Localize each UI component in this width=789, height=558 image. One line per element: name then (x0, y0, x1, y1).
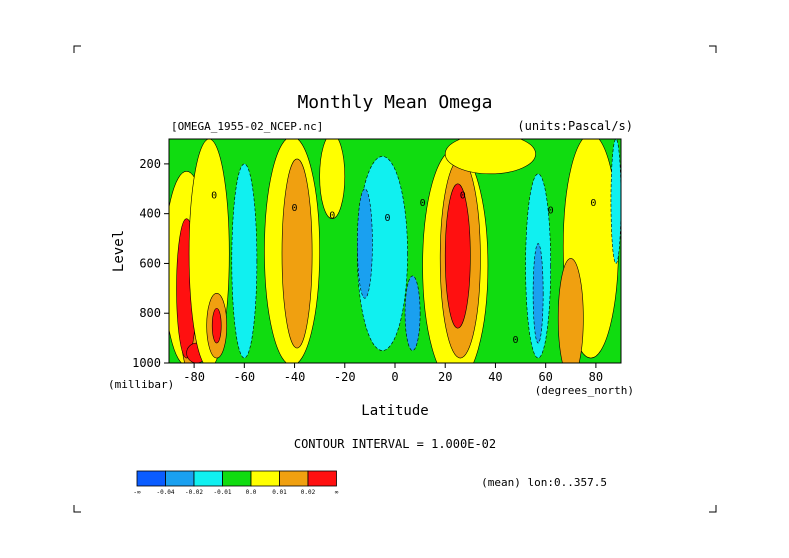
shaded-region-11 (319, 139, 346, 219)
x-axis: -80 -60 -40 -20 0 20 40 60 80 (183, 363, 603, 384)
x-axis-units: (degrees_north) (535, 384, 634, 397)
plot-area (169, 139, 621, 363)
legend-swatch-5 (279, 470, 309, 487)
y-axis: 200 400 600 800 1000 (132, 157, 169, 370)
y-tick-label-4: 1000 (132, 356, 161, 370)
x-tick-label-3: -20 (334, 370, 356, 384)
contour-label-3: 0 (384, 213, 390, 224)
y-tick-label-0: 200 (139, 157, 161, 171)
contour-label-4: 0 (420, 198, 426, 209)
x-tick-label-0: -80 (183, 370, 205, 384)
shaded-region-14 (404, 275, 421, 351)
shaded-region-10 (281, 158, 313, 349)
legend-label-0: -∞ (133, 489, 141, 496)
x-tick-label-2: -40 (284, 370, 306, 384)
legend-label-6: 0.02 (301, 489, 316, 496)
shaded-region-20 (532, 243, 544, 344)
chart-subtitle-file: [OMEGA_1955-02_NCEP.nc] (171, 120, 323, 133)
contour-interval-text: CONTOUR INTERVAL = 1.000E-02 (294, 437, 496, 451)
color-legend: -∞ -0.04 -0.02 -0.01 0.0 0.01 0.02 ∞ (133, 470, 339, 496)
contour-label-2: 0 (329, 211, 335, 222)
legend-swatch-3 (222, 470, 252, 487)
y-axis-label: Level (111, 230, 127, 272)
contour-label-7: 0 (548, 206, 554, 217)
contour-labels: 0 0 0 0 0 0 0 0 0 (211, 191, 596, 346)
legend-swatch-1 (165, 470, 195, 487)
x-tick-label-7: 60 (538, 370, 552, 384)
x-axis-label: Latitude (361, 403, 428, 419)
shaded-region-7 (211, 307, 222, 344)
crop-marks (73, 45, 717, 513)
legend-swatch-6 (307, 470, 337, 487)
legend-label-5: 0.01 (272, 489, 287, 496)
shaded-region-17 (444, 183, 471, 329)
x-tick-label-8: 80 (589, 370, 603, 384)
legend-label-7: ∞ (335, 489, 339, 496)
x-tick-label-1: -60 (233, 370, 255, 384)
chart-subtitle-units: (units:Pascal/s) (517, 119, 633, 133)
chart-title: Monthly Mean Omega (297, 92, 492, 113)
legend-label-4: 0.0 (246, 489, 257, 496)
footer-info: (mean) lon:0..357.5 (481, 476, 607, 489)
shaded-region-13 (357, 188, 373, 299)
y-axis-units: (millibar) (108, 378, 174, 391)
shaded-region-8 (231, 163, 258, 359)
y-tick-label-1: 400 (139, 207, 161, 221)
x-tick-label-4: 0 (391, 370, 398, 384)
x-tick-label-5: 20 (438, 370, 452, 384)
contour-label-1: 0 (292, 203, 298, 214)
y-tick-label-2: 600 (139, 256, 161, 270)
contour-label-8: 0 (590, 198, 596, 209)
y-tick-label-3: 800 (139, 306, 161, 320)
legend-label-2: -0.02 (185, 489, 203, 496)
shaded-region-22 (557, 258, 584, 363)
shaded-region-18 (444, 139, 536, 175)
contour-label-0: 0 (211, 191, 217, 202)
contour-label-6: 0 (513, 335, 519, 346)
legend-swatch-4 (250, 470, 280, 487)
legend-label-1: -0.04 (156, 489, 174, 496)
contour-label-5: 0 (460, 191, 466, 202)
legend-swatch-2 (193, 470, 223, 487)
legend-swatch-0 (136, 470, 166, 487)
legend-label-3: -0.01 (213, 489, 231, 496)
shaded-region-23 (610, 139, 621, 264)
x-tick-label-6: 40 (488, 370, 502, 384)
